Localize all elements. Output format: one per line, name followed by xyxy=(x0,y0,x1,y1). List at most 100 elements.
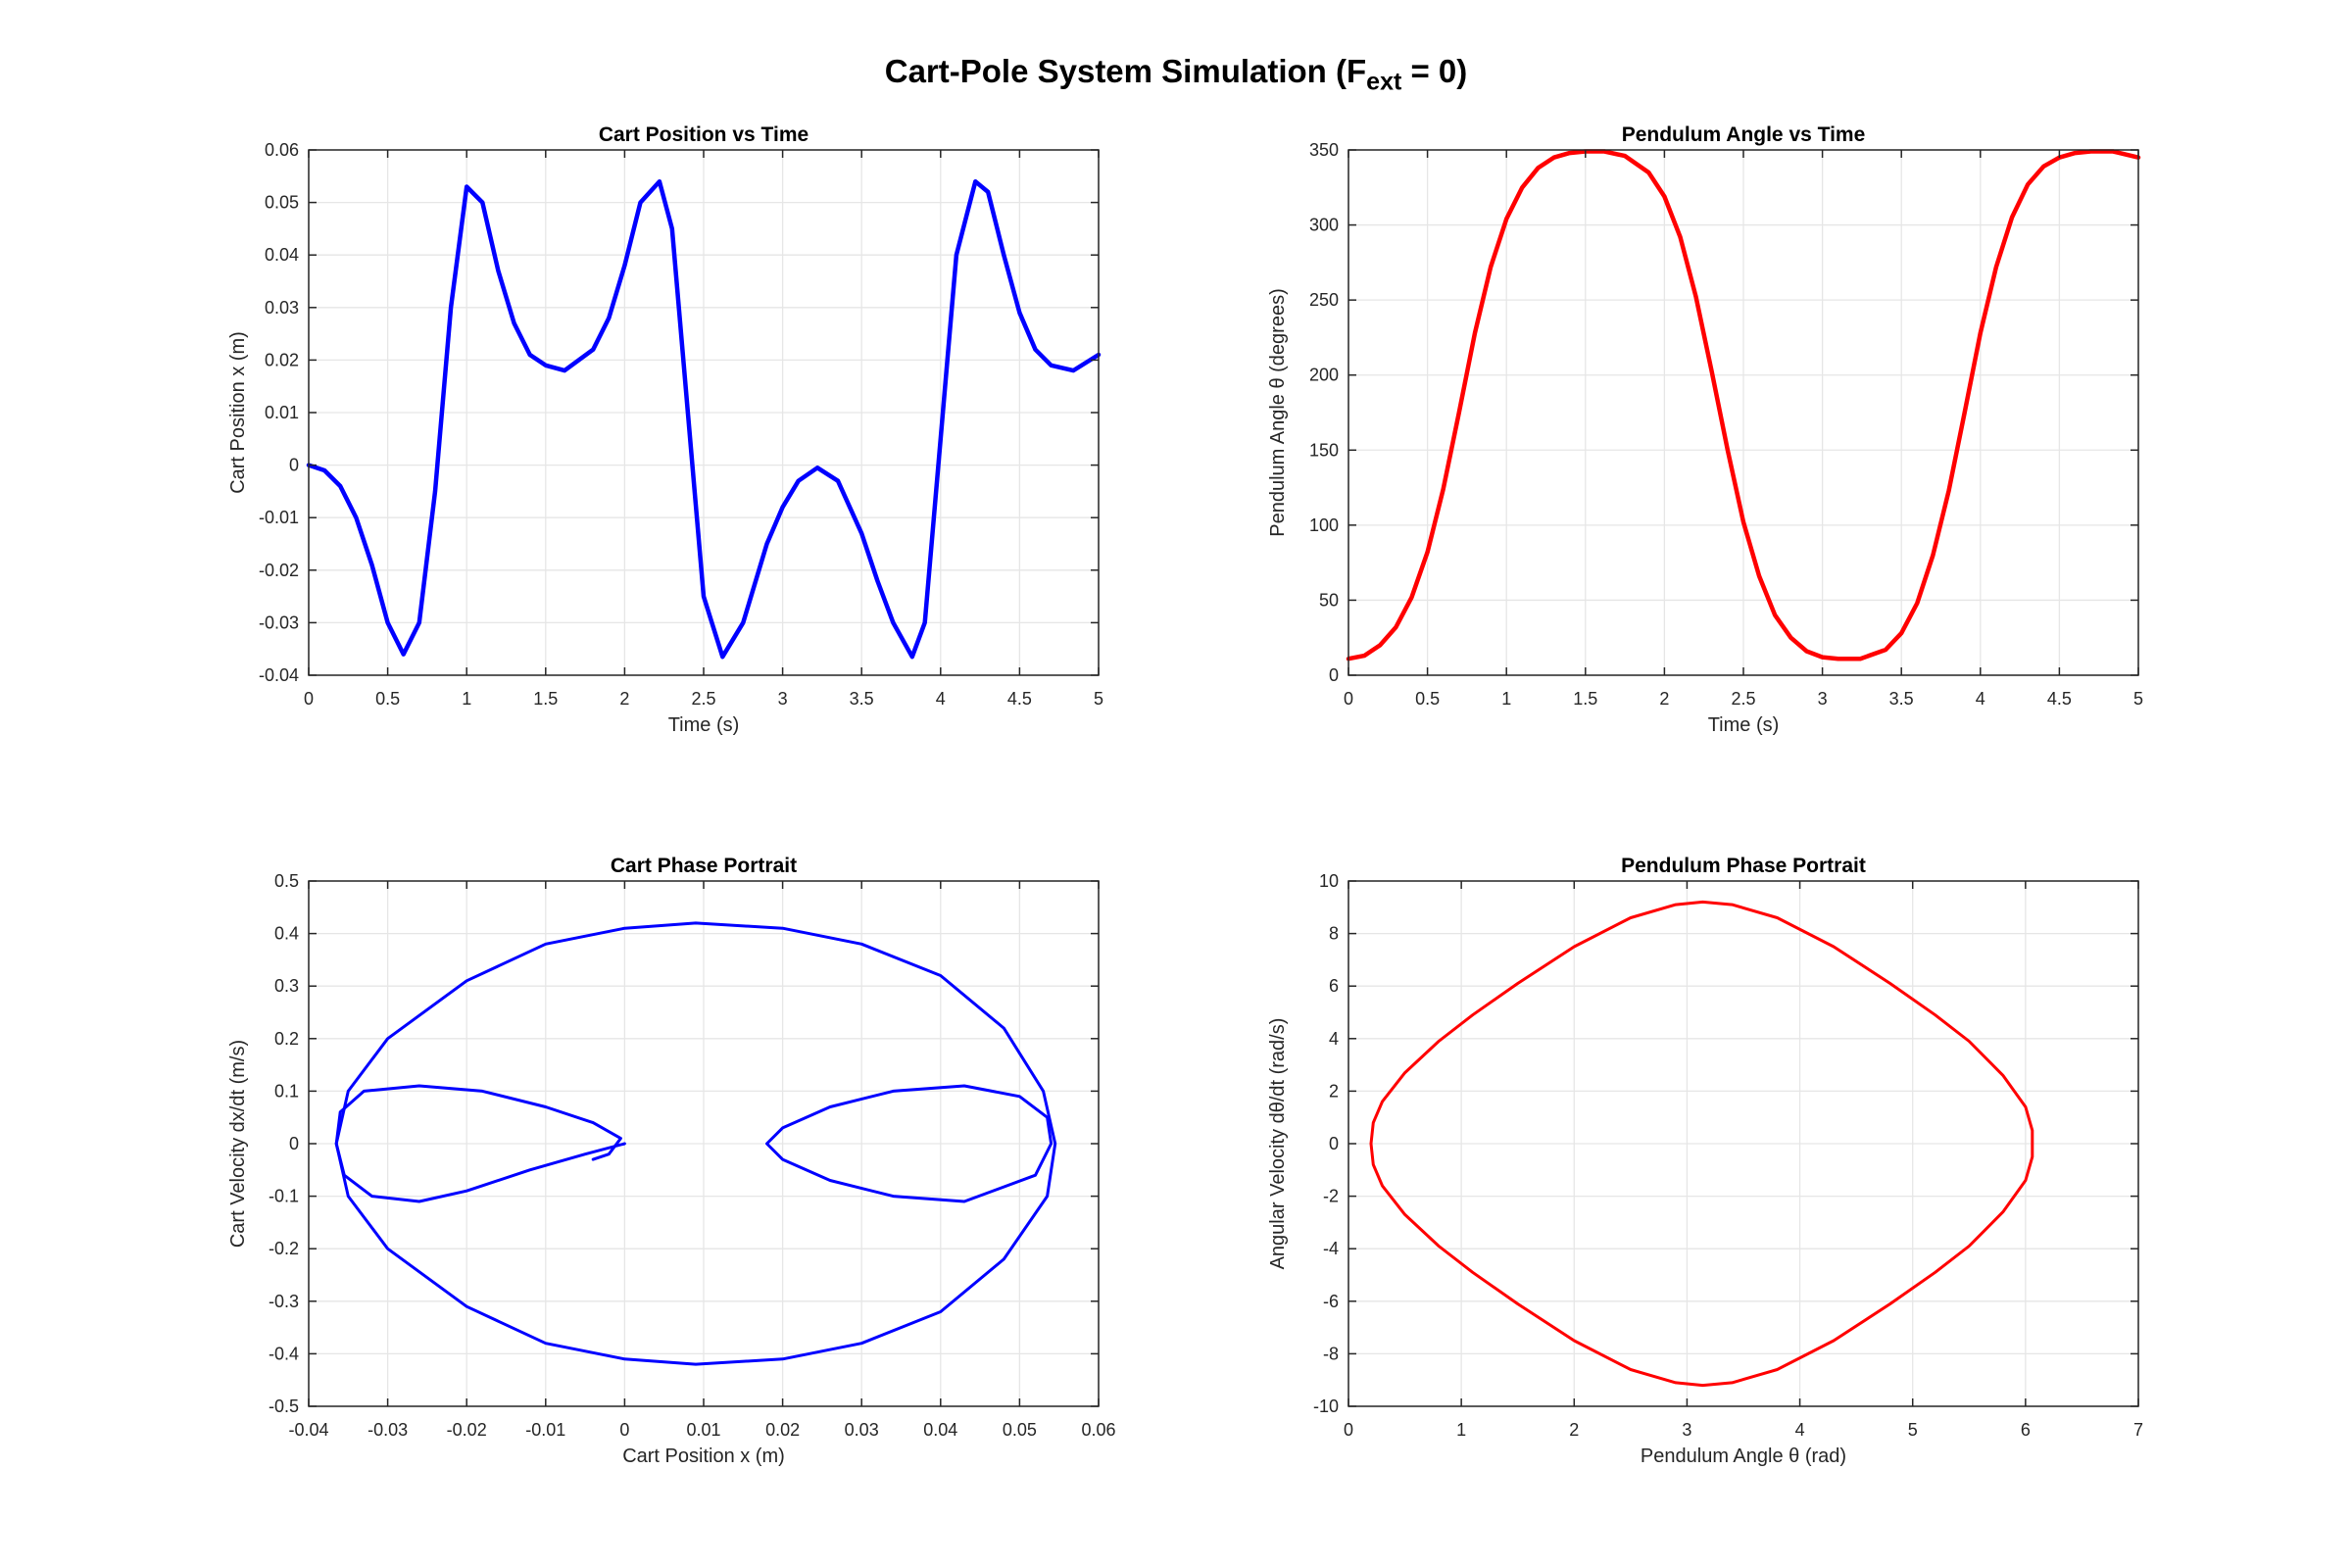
pendulum-angle-title: Pendulum Angle vs Time xyxy=(1622,123,1866,146)
cart-position-ytick-label: 0.06 xyxy=(265,140,299,160)
pendulum-angle-xtick-label: 1 xyxy=(1501,689,1511,709)
cart-position-ytick-label: 0.04 xyxy=(265,245,299,265)
cart-phase-ytick-label: 0.4 xyxy=(274,924,299,944)
cart-position-xtick-label: 3.5 xyxy=(850,689,874,709)
pendulum-phase-xtick-label: 7 xyxy=(2133,1420,2143,1440)
cart-phase-xtick-label: 0.04 xyxy=(923,1420,957,1440)
cart-position-xtick-label: 4.5 xyxy=(1007,689,1032,709)
pendulum-phase-ytick-label: 8 xyxy=(1329,924,1339,944)
pendulum-phase-ytick-label: 2 xyxy=(1329,1081,1339,1101)
cart-phase-title: Cart Phase Portrait xyxy=(611,855,797,877)
cart-position-ytick-label: -0.04 xyxy=(259,665,299,685)
pendulum-angle-ytick-label: 300 xyxy=(1309,216,1339,235)
figure-title: Cart-Pole System Simulation (Fext = 0) xyxy=(0,53,2352,97)
pendulum-phase-xtick-label: 4 xyxy=(1795,1420,1805,1440)
pendulum-phase-ytick-label: -8 xyxy=(1323,1344,1339,1363)
cart-phase-ytick-label: 0.3 xyxy=(274,976,299,996)
cart-phase-ytick-label: 0.5 xyxy=(274,871,299,891)
cart-position-ytick-label: -0.03 xyxy=(259,612,299,632)
pendulum-angle-ytick-label: 50 xyxy=(1319,590,1339,610)
pendulum-phase-series-line xyxy=(1369,900,2034,1388)
cart-position-ytick-label: -0.02 xyxy=(259,561,299,580)
cart-position-xtick-label: 2.5 xyxy=(691,689,715,709)
cart-phase-series-line xyxy=(334,921,1057,1366)
pendulum-phase-xtick-label: 0 xyxy=(1344,1420,1353,1440)
pendulum-angle-xtick-label: 0 xyxy=(1344,689,1353,709)
cart-position-xtick-label: 1.5 xyxy=(533,689,558,709)
cart-phase-series-line xyxy=(334,1084,626,1203)
cart-phase-xtick-label: 0 xyxy=(619,1420,629,1440)
pendulum-phase-axes: 0 1 2 3 4 5 6 7 -10 -8 -6 -4 -2 0 2 4 6 8 10 Pendulum Phase… xyxy=(1267,855,2143,1467)
cart-position-ytick-label: 0.03 xyxy=(265,298,299,318)
cart-phase-ytick-label: -0.4 xyxy=(269,1344,299,1363)
pendulum-phase-ytick-label: -10 xyxy=(1313,1396,1339,1416)
pendulum-angle-xtick-label: 4 xyxy=(1976,689,1985,709)
cart-phase-ytick-label: 0.2 xyxy=(274,1029,299,1049)
pendulum-angle-series-line xyxy=(1346,149,2141,662)
pendulum-angle-xtick-label: 3 xyxy=(1818,689,1828,709)
pendulum-angle-ytick-label: 250 xyxy=(1309,290,1339,310)
cart-position-ylabel: Cart Position x (m) xyxy=(227,331,249,494)
cart-position-xtick-label: 3 xyxy=(778,689,788,709)
cart-position-xlabel: Time (s) xyxy=(668,714,740,736)
pendulum-angle-ylabel: Pendulum Angle θ (degrees) xyxy=(1267,288,1289,537)
cart-phase-xtick-label: 0.06 xyxy=(1081,1420,1115,1440)
cart-position-axes: 0 0.5 1 1.5 2 2.5 3 3.5 4 4.5 5 -0.04 -0.03 -0.02 -0.0… xyxy=(227,123,1103,736)
cart-position-ytick-label: 0.02 xyxy=(265,350,299,369)
cart-position-ytick-label: 0 xyxy=(289,456,299,475)
cart-phase-ytick-label: 0 xyxy=(289,1134,299,1153)
pendulum-phase-ytick-label: 4 xyxy=(1329,1029,1339,1049)
cart-position-ytick-label: -0.01 xyxy=(259,508,299,527)
pendulum-angle-ytick-label: 350 xyxy=(1309,140,1339,160)
cart-phase-axes: -0.04 -0.03 -0.02 -0.01 0 0.01 0.02 0.03 0.04 0.0… xyxy=(227,855,1116,1467)
cart-phase-xlabel: Cart Position x (m) xyxy=(622,1446,785,1467)
cart-position-xtick-label: 0.5 xyxy=(375,689,400,709)
pendulum-angle-xtick-label: 2.5 xyxy=(1731,689,1755,709)
cart-phase-xtick-label: 0.03 xyxy=(845,1420,879,1440)
figure-title-main: Cart-Pole System Simulation (F xyxy=(884,53,1367,89)
pendulum-angle-ytick-label: 150 xyxy=(1309,440,1339,460)
cart-position-ytick-label: 0.01 xyxy=(265,403,299,422)
pendulum-phase-ylabel: Angular Velocity dθ/dt (rad/s) xyxy=(1267,1018,1289,1270)
cart-phase-xtick-label: 0.02 xyxy=(765,1420,800,1440)
cart-phase-series-line xyxy=(765,1084,1054,1203)
pendulum-phase-title: Pendulum Phase Portrait xyxy=(1621,855,1866,877)
cart-position-ytick-label: 0.05 xyxy=(265,193,299,213)
cart-position-title: Cart Position vs Time xyxy=(599,123,808,146)
pendulum-phase-ytick-label: -4 xyxy=(1323,1239,1339,1258)
pendulum-phase-xtick-label: 5 xyxy=(1908,1420,1918,1440)
pendulum-phase-ytick-label: 0 xyxy=(1329,1134,1339,1153)
cart-position-xtick-label: 2 xyxy=(619,689,629,709)
cart-phase-ytick-label: -0.5 xyxy=(269,1396,299,1416)
cart-phase-xtick-label: -0.02 xyxy=(447,1420,487,1440)
cart-position-xtick-label: 5 xyxy=(1094,689,1103,709)
cart-position-series-line xyxy=(306,178,1102,660)
pendulum-phase-xlabel: Pendulum Angle θ (rad) xyxy=(1641,1446,1846,1467)
cart-phase-xtick-label: -0.01 xyxy=(525,1420,565,1440)
pendulum-angle-xtick-label: 0.5 xyxy=(1415,689,1440,709)
pendulum-angle-xlabel: Time (s) xyxy=(1708,714,1780,736)
figure-title-subscript: ext xyxy=(1366,68,1402,96)
pendulum-angle-xtick-label: 4.5 xyxy=(2047,689,2072,709)
pendulum-phase-xtick-label: 2 xyxy=(1569,1420,1579,1440)
pendulum-angle-xtick-label: 5 xyxy=(2133,689,2143,709)
pendulum-angle-xtick-label: 1.5 xyxy=(1573,689,1597,709)
pendulum-phase-ytick-label: 10 xyxy=(1319,871,1339,891)
pendulum-angle-xtick-label: 2 xyxy=(1659,689,1669,709)
cart-position-xtick-label: 4 xyxy=(936,689,946,709)
pendulum-angle-axes: 0 0.5 1 1.5 2 2.5 3 3.5 4 4.5 50501001502002503003… xyxy=(1267,123,2143,736)
cart-phase-xtick-label: -0.04 xyxy=(288,1420,328,1440)
pendulum-angle-ytick-label: 0 xyxy=(1329,665,1339,685)
pendulum-angle-xtick-label: 3.5 xyxy=(1889,689,1914,709)
cart-phase-ytick-label: 0.1 xyxy=(274,1081,299,1101)
cart-position-xtick-label: 1 xyxy=(462,689,471,709)
figure-title-tail: = 0) xyxy=(1401,53,1468,89)
pendulum-phase-xtick-label: 1 xyxy=(1456,1420,1466,1440)
cart-phase-ylabel: Cart Velocity dx/dt (m/s) xyxy=(227,1040,249,1248)
cart-phase-ytick-label: -0.1 xyxy=(269,1187,299,1206)
pendulum-phase-ytick-label: -2 xyxy=(1323,1187,1339,1206)
pendulum-angle-ytick-label: 200 xyxy=(1309,366,1339,385)
cart-phase-ytick-label: -0.3 xyxy=(269,1292,299,1311)
pendulum-angle-ytick-label: 100 xyxy=(1309,515,1339,535)
pendulum-phase-xtick-label: 3 xyxy=(1682,1420,1691,1440)
